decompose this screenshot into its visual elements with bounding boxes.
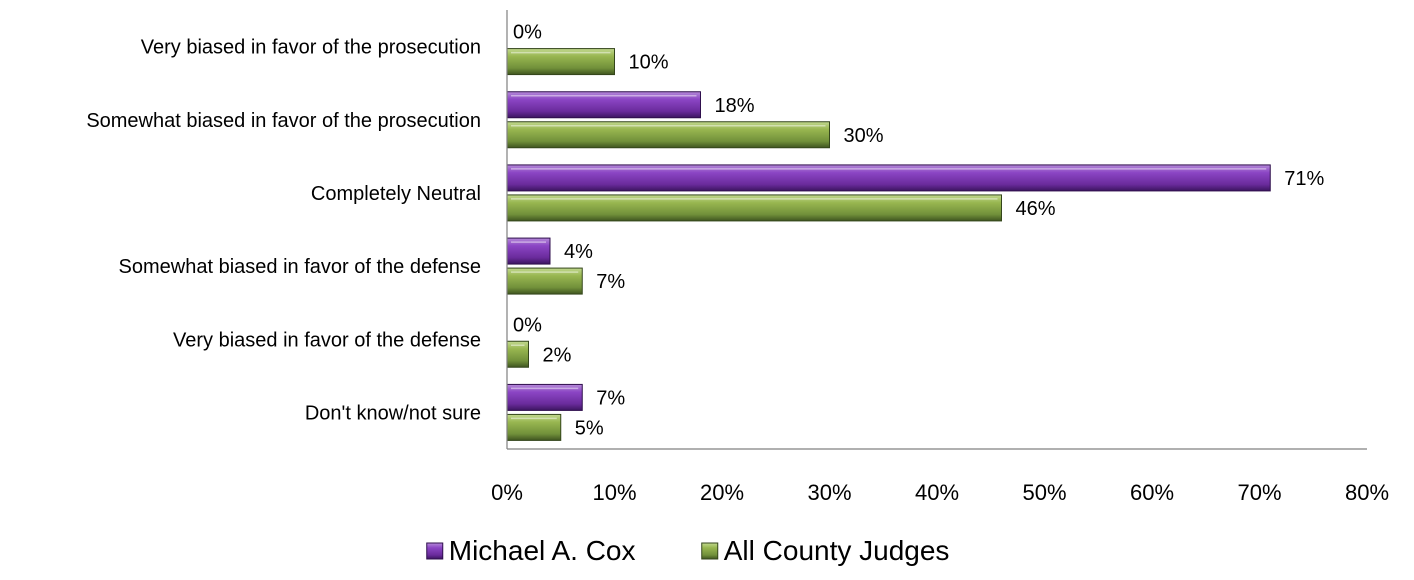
legend-label: All County Judges (724, 535, 950, 566)
bar-all-county-judges (506, 267, 583, 295)
bar-michael-a-cox (506, 164, 1271, 192)
bar-all-county-judges (506, 413, 562, 441)
data-label: 7% (596, 387, 625, 409)
bar-michael-a-cox (506, 237, 551, 265)
category-label: Very biased in favor of the prosecution (141, 37, 481, 59)
x-tick-label: 50% (1022, 480, 1066, 505)
data-label: 0% (513, 22, 542, 44)
data-label: 0% (513, 314, 542, 336)
legend-swatch (426, 542, 444, 560)
x-tick-label: 40% (915, 480, 959, 505)
legend-label: Michael A. Cox (449, 535, 636, 566)
x-tick-label: 70% (1237, 480, 1281, 505)
data-label: 71% (1284, 168, 1324, 190)
category-label: Don't know/not sure (305, 402, 481, 424)
x-tick-label: 10% (592, 480, 636, 505)
x-tick-label: 30% (807, 480, 851, 505)
data-label: 46% (1016, 198, 1056, 220)
x-tick-label: 60% (1130, 480, 1174, 505)
legend-swatch (701, 542, 719, 560)
data-label: 2% (543, 344, 572, 366)
x-tick-label: 0% (491, 480, 523, 505)
category-label: Completely Neutral (311, 183, 481, 205)
data-label: 5% (575, 417, 604, 439)
category-label: Somewhat biased in favor of the defense (119, 256, 481, 278)
data-label: 4% (564, 241, 593, 263)
category-label: Very biased in favor of the defense (173, 329, 481, 351)
data-label: 30% (844, 125, 884, 147)
data-label: 18% (715, 95, 755, 117)
category-label: Somewhat biased in favor of the prosecut… (86, 110, 481, 132)
x-tick-label: 80% (1345, 480, 1389, 505)
data-label: 10% (629, 52, 669, 74)
bar-michael-a-cox (506, 91, 701, 119)
x-tick-label: 20% (700, 480, 744, 505)
data-label: 7% (596, 271, 625, 293)
